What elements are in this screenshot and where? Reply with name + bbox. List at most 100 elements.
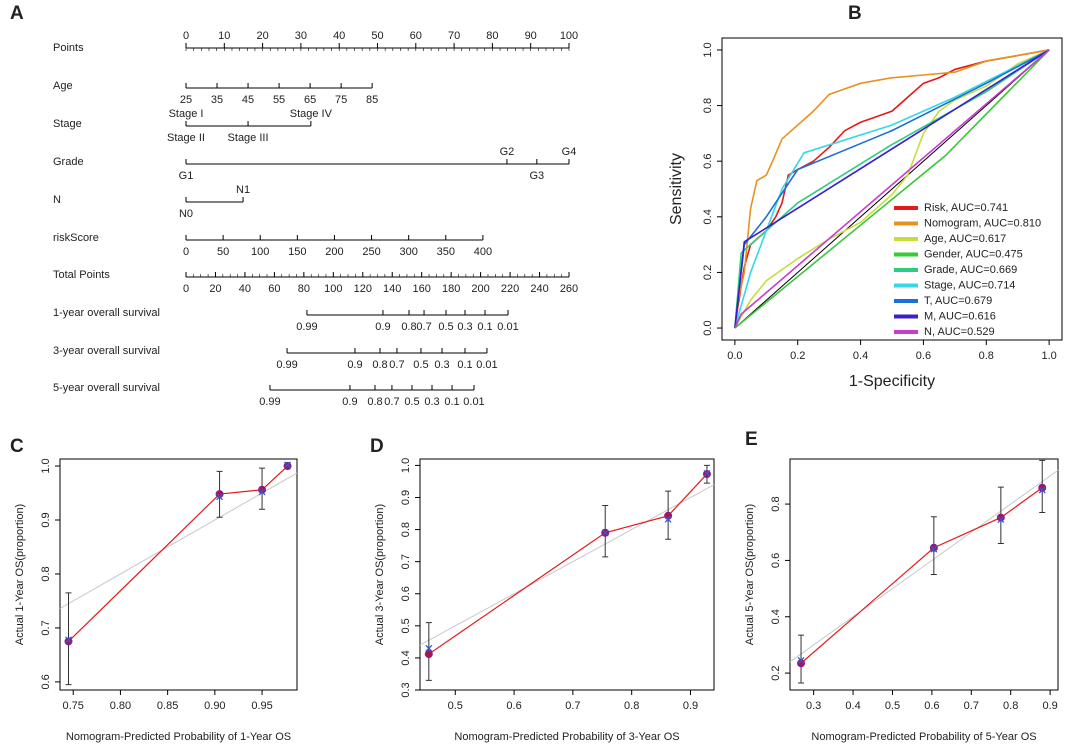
x-tick-label: 0.9 <box>683 700 698 712</box>
row-name: Stage <box>53 118 82 130</box>
row-tick-label: 220 <box>501 283 519 295</box>
row-tick-label: 0.3 <box>424 396 439 408</box>
row-name: riskScore <box>53 232 99 244</box>
row-tick-label: 200 <box>471 283 489 295</box>
y-tick-label: 1.0 <box>702 42 714 57</box>
row-tick-label: 75 <box>335 94 347 106</box>
roc-curve <box>734 49 1050 329</box>
row-tick-label: 0.7 <box>389 359 404 371</box>
row-tick-label: 0.9 <box>375 321 390 333</box>
y-tick-label: 0.6 <box>702 154 714 169</box>
corrected-point <box>1038 486 1046 494</box>
row-tick-label: 0.01 <box>463 396 484 408</box>
row-tick-label: 45 <box>242 94 254 106</box>
x-tick-label: 0.3 <box>806 700 821 712</box>
row-tick-label: 250 <box>362 246 380 258</box>
x-tick-label: 0.5 <box>885 700 900 712</box>
calibration-line <box>800 487 1043 664</box>
panel-letter: C <box>10 436 24 457</box>
row-tick-label: 85 <box>366 94 378 106</box>
y-tick-label: 0.4 <box>702 209 714 224</box>
row-tick-label: 0 <box>183 246 189 258</box>
row-name: Points <box>53 42 84 54</box>
row-tick-label: 90 <box>525 30 537 42</box>
legend-label: Age, AUC=0.617 <box>924 233 1006 245</box>
x-tick-label: 0.95 <box>251 700 272 712</box>
x-axis-title: Nomogram-Predicted Probability of 1-Year… <box>66 731 291 743</box>
error-bar <box>798 634 805 684</box>
y-tick-label: 0.0 <box>702 320 714 335</box>
row-tick-label: 0 <box>183 283 189 295</box>
row-name: 5-year overall survival <box>53 382 160 394</box>
corrected-point <box>797 656 805 664</box>
row-name: Age <box>53 80 73 92</box>
legend-label: N, AUC=0.529 <box>924 326 995 338</box>
corrected-point <box>425 644 433 652</box>
row-tick-label: 0.8 <box>367 396 382 408</box>
row-tick-label: 70 <box>448 30 460 42</box>
legend-label: M, AUC=0.616 <box>924 310 996 322</box>
row-tick-label: 100 <box>251 246 269 258</box>
row-tick-label: 0.9 <box>347 359 362 371</box>
row-tick-label: 0.1 <box>477 321 492 333</box>
row-tick-label: 10 <box>218 30 230 42</box>
row-tick-label: 120 <box>354 283 372 295</box>
y-tick-label: 0.3 <box>400 682 412 697</box>
corrected-point <box>930 545 938 553</box>
row-tick-label: 40 <box>239 283 251 295</box>
x-tick-label: 0.90 <box>204 700 225 712</box>
x-tick-label: 0.8 <box>624 700 639 712</box>
plot-frame <box>789 458 1059 691</box>
row-tick-label: Stage III <box>228 132 269 144</box>
plot-frame <box>721 37 1063 341</box>
row-tick-label: G2 <box>500 146 515 158</box>
row-tick-label: 55 <box>273 94 285 106</box>
row-tick-label: 0.5 <box>438 321 453 333</box>
row-tick-label: 60 <box>410 30 422 42</box>
legend-label: T, AUC=0.679 <box>924 295 992 307</box>
legend-label: Grade, AUC=0.669 <box>924 264 1017 276</box>
x-axis-title: 1-Specificity <box>849 373 935 390</box>
x-tick-label: 0.6 <box>916 350 931 362</box>
panel-letter: E <box>745 429 758 450</box>
observed-point <box>664 511 673 520</box>
y-tick-label: 0.8 <box>702 98 714 113</box>
observed-point <box>996 513 1005 522</box>
row-tick-label: 60 <box>268 283 280 295</box>
row-tick-label: 0.5 <box>404 396 419 408</box>
row-tick-label: 300 <box>399 246 417 258</box>
x-tick-label: 0.85 <box>157 700 178 712</box>
row-tick-label: 20 <box>209 283 221 295</box>
row-tick-label: 350 <box>437 246 455 258</box>
y-tick-label: 0.4 <box>770 609 782 624</box>
row-tick-label: 20 <box>256 30 268 42</box>
reference-diagonal <box>734 49 1050 329</box>
row-tick-label: 50 <box>371 30 383 42</box>
row-tick-label: 0.7 <box>384 396 399 408</box>
corrected-point <box>997 516 1005 524</box>
x-tick-label: 0.9 <box>1042 700 1057 712</box>
corrected-point <box>65 636 72 644</box>
y-tick-label: 0.5 <box>400 618 412 633</box>
corrected-point <box>216 493 224 501</box>
legend-label: Risk, AUC=0.741 <box>924 202 1008 214</box>
row-tick-label: G4 <box>562 146 577 158</box>
x-tick-label: 0.7 <box>964 700 979 712</box>
calibration-line <box>68 465 288 642</box>
ideal-line <box>59 472 298 609</box>
row-tick-label: 0.9 <box>342 396 357 408</box>
y-axis-title: Actual 5-Year OS(proportion) <box>744 504 756 645</box>
roc-curve <box>734 49 1050 329</box>
row-tick-label: 65 <box>304 94 316 106</box>
row-tick-label: G3 <box>529 170 544 182</box>
row-tick-label: Stage IV <box>290 108 333 120</box>
x-tick-label: 0.7 <box>565 700 580 712</box>
corrected-point <box>258 488 266 496</box>
row-tick-label: 0.99 <box>276 359 297 371</box>
x-tick-label: 1.0 <box>1041 350 1056 362</box>
y-tick-label: 0.6 <box>400 586 412 601</box>
y-tick-label: 0.7 <box>400 554 412 569</box>
row-name: Grade <box>53 156 84 168</box>
x-tick-label: 0.6 <box>506 700 521 712</box>
row-tick-label: 140 <box>383 283 401 295</box>
